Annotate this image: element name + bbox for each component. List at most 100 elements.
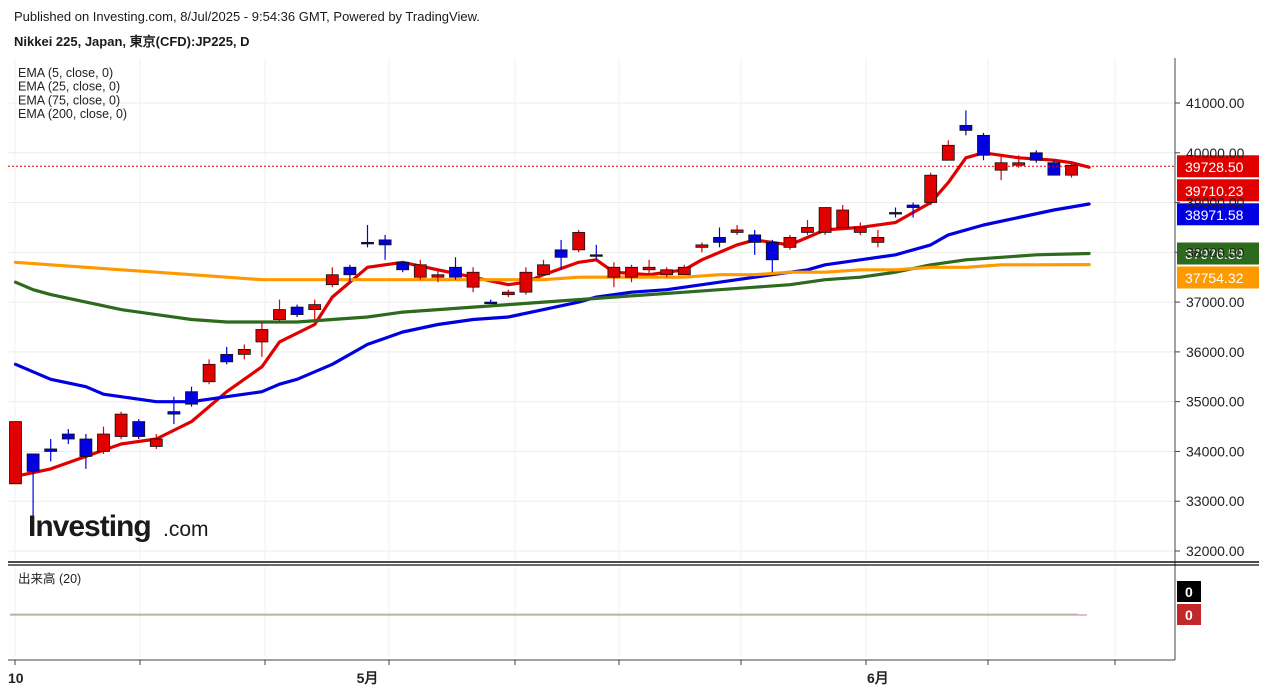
candle[interactable] <box>97 426 110 454</box>
candle-body <box>44 448 58 452</box>
candle[interactable] <box>413 259 427 280</box>
candle[interactable] <box>343 264 357 283</box>
investing-logo: Investing .com <box>28 510 209 543</box>
candle[interactable] <box>484 299 498 305</box>
candle[interactable] <box>44 439 58 462</box>
candle-body <box>924 174 938 203</box>
candle-body <box>378 239 392 246</box>
candle[interactable] <box>132 419 146 439</box>
candle-body <box>237 348 251 355</box>
candle[interactable] <box>959 110 973 136</box>
candle[interactable] <box>889 207 902 218</box>
candle[interactable] <box>695 242 709 253</box>
candle-body <box>677 266 691 276</box>
candle[interactable] <box>26 453 40 522</box>
x-tick-label: 5月 <box>357 670 379 686</box>
candle[interactable] <box>625 264 638 283</box>
candle[interactable] <box>977 132 990 161</box>
candle[interactable] <box>167 396 181 425</box>
candle[interactable] <box>1012 155 1026 168</box>
candle[interactable] <box>290 304 304 318</box>
candle[interactable] <box>220 346 234 365</box>
candle[interactable] <box>519 267 533 295</box>
candle[interactable] <box>466 267 480 293</box>
candle[interactable] <box>61 429 75 444</box>
candle[interactable] <box>660 267 674 278</box>
instrument-title: Nikkei 225, Japan, 東京(CFD):JP225, D <box>14 34 250 49</box>
candle[interactable] <box>237 344 251 360</box>
candle[interactable] <box>554 239 568 270</box>
candle[interactable] <box>202 359 216 385</box>
y-tick-label: 36000.00 <box>1186 344 1245 360</box>
candle-body <box>220 353 234 363</box>
candle[interactable] <box>378 234 392 260</box>
y-tick-label: 35000.00 <box>1186 394 1245 410</box>
candle[interactable] <box>642 259 656 275</box>
candle[interactable] <box>325 267 339 288</box>
candle[interactable] <box>818 207 832 235</box>
candle-body <box>26 453 40 472</box>
y-tick-label: 32000.00 <box>1186 543 1245 559</box>
ema-line <box>13 202 1091 404</box>
candle[interactable] <box>79 434 93 469</box>
candle[interactable] <box>1047 160 1061 176</box>
volume-badge-label: 0 <box>1185 584 1193 600</box>
candle[interactable] <box>730 224 744 235</box>
overlays: 39728.50 39710.23 38971.58 37976.59 37754.32 <box>8 155 1259 289</box>
candle[interactable] <box>572 229 586 253</box>
volume-badge <box>1177 604 1201 625</box>
y-tick-label: 37000.00 <box>1186 294 1245 310</box>
candle-body <box>572 232 586 251</box>
y-tick-label: 34000.00 <box>1186 443 1245 459</box>
candle-body <box>466 271 480 288</box>
candle-body <box>889 212 902 215</box>
candle[interactable] <box>994 155 1008 181</box>
candle[interactable] <box>308 299 322 320</box>
candle[interactable] <box>255 322 269 357</box>
candle[interactable] <box>871 229 885 248</box>
legend-item: EMA (25, close, 0) <box>18 80 120 94</box>
candle-body <box>501 291 515 296</box>
candle[interactable] <box>906 202 920 218</box>
candle-body <box>308 304 322 310</box>
candle-body <box>185 391 198 405</box>
candle-body <box>642 266 656 271</box>
candle[interactable] <box>9 421 22 485</box>
candle-body <box>801 227 814 233</box>
candle[interactable] <box>537 259 550 276</box>
candle[interactable] <box>941 140 955 161</box>
legend-item: EMA (200, close, 0) <box>18 107 127 121</box>
candle-body <box>977 134 990 156</box>
candle-body <box>1047 162 1061 176</box>
candle[interactable] <box>801 219 814 235</box>
candle-body <box>202 363 216 383</box>
candle[interactable] <box>396 261 410 273</box>
candle[interactable] <box>361 224 374 248</box>
candle-body <box>61 433 75 440</box>
candle[interactable] <box>501 289 515 298</box>
candle[interactable] <box>765 239 779 273</box>
candle[interactable] <box>924 172 938 206</box>
candle-body <box>1012 162 1026 166</box>
candle-body <box>255 329 269 343</box>
candle[interactable] <box>589 244 603 260</box>
candle[interactable] <box>1065 162 1078 178</box>
x-tick-label: 10 <box>8 670 24 686</box>
candle[interactable] <box>607 262 621 288</box>
candle[interactable] <box>449 257 462 280</box>
candle[interactable] <box>149 434 163 449</box>
candle[interactable] <box>185 386 198 407</box>
candle-body <box>325 274 339 286</box>
candle[interactable] <box>114 411 128 439</box>
candle[interactable] <box>1029 150 1043 163</box>
candle[interactable] <box>273 299 286 323</box>
candle[interactable] <box>431 269 445 283</box>
candle[interactable] <box>713 227 726 248</box>
candle[interactable] <box>836 205 850 230</box>
candle[interactable] <box>677 264 691 276</box>
candle[interactable] <box>783 234 797 250</box>
candle[interactable] <box>853 222 867 235</box>
candle[interactable] <box>748 229 762 255</box>
legend-item: EMA (75, close, 0) <box>18 93 120 107</box>
